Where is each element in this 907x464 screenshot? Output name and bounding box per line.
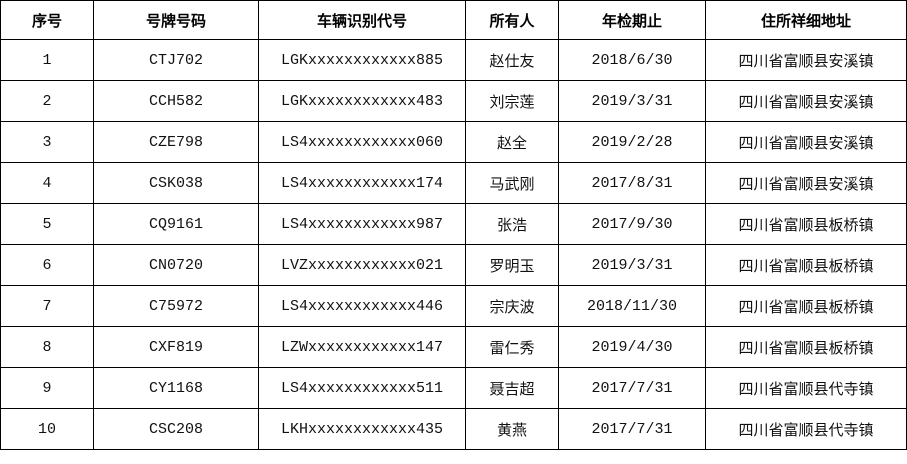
cell-address: 四川省富顺县板桥镇 [705,285,907,327]
table-header-row: 序号 号牌号码 车辆识别代号 所有人 年检期止 住所祥细地址 [0,0,907,40]
cell-inspection-date: 2018/11/30 [558,285,706,327]
cell-address: 四川省富顺县安溪镇 [705,162,907,204]
table-row: 5 CQ9161 LS4xxxxxxxxxxxx987 张浩 2017/9/30… [0,203,907,245]
header-plate-number: 号牌号码 [93,0,259,40]
table-row: 1 CTJ702 LGKxxxxxxxxxxxx885 赵仕友 2018/6/3… [0,39,907,81]
cell-vin: LVZxxxxxxxxxxxx021 [258,244,466,286]
cell-owner: 张浩 [465,203,559,245]
table-row: 10 CSC208 LKHxxxxxxxxxxxx435 黄燕 2017/7/3… [0,408,907,450]
cell-address: 四川省富顺县板桥镇 [705,244,907,286]
cell-plate: CCH582 [93,80,259,122]
cell-inspection-date: 2019/3/31 [558,244,706,286]
cell-vin: LGKxxxxxxxxxxxx483 [258,80,466,122]
cell-owner: 刘宗莲 [465,80,559,122]
cell-inspection-date: 2017/7/31 [558,408,706,450]
table-row: 2 CCH582 LGKxxxxxxxxxxxx483 刘宗莲 2019/3/3… [0,80,907,122]
cell-owner: 黄燕 [465,408,559,450]
cell-vin: LS4xxxxxxxxxxxx987 [258,203,466,245]
cell-plate: CN0720 [93,244,259,286]
cell-seq: 5 [0,203,94,245]
cell-seq: 8 [0,326,94,368]
header-vin: 车辆识别代号 [258,0,466,40]
cell-seq: 4 [0,162,94,204]
cell-plate: CXF819 [93,326,259,368]
cell-address: 四川省富顺县代寺镇 [705,408,907,450]
cell-owner: 马武刚 [465,162,559,204]
cell-vin: LS4xxxxxxxxxxxx511 [258,367,466,409]
cell-seq: 2 [0,80,94,122]
cell-vin: LS4xxxxxxxxxxxx060 [258,121,466,163]
cell-plate: CZE798 [93,121,259,163]
cell-seq: 9 [0,367,94,409]
cell-plate: CQ9161 [93,203,259,245]
table-row: 8 CXF819 LZWxxxxxxxxxxxx147 雷仁秀 2019/4/3… [0,326,907,368]
cell-address: 四川省富顺县安溪镇 [705,39,907,81]
header-seq: 序号 [0,0,94,40]
cell-plate: CSC208 [93,408,259,450]
cell-inspection-date: 2017/9/30 [558,203,706,245]
cell-vin: LZWxxxxxxxxxxxx147 [258,326,466,368]
cell-inspection-date: 2019/3/31 [558,80,706,122]
cell-seq: 6 [0,244,94,286]
cell-address: 四川省富顺县安溪镇 [705,121,907,163]
cell-inspection-date: 2017/7/31 [558,367,706,409]
cell-owner: 罗明玉 [465,244,559,286]
cell-owner: 聂吉超 [465,367,559,409]
table-row: 4 CSK038 LS4xxxxxxxxxxxx174 马武刚 2017/8/3… [0,162,907,204]
table-row: 3 CZE798 LS4xxxxxxxxxxxx060 赵全 2019/2/28… [0,121,907,163]
cell-inspection-date: 2019/2/28 [558,121,706,163]
cell-vin: LGKxxxxxxxxxxxx885 [258,39,466,81]
cell-plate: C75972 [93,285,259,327]
cell-address: 四川省富顺县板桥镇 [705,326,907,368]
cell-seq: 1 [0,39,94,81]
cell-address: 四川省富顺县安溪镇 [705,80,907,122]
cell-vin: LS4xxxxxxxxxxxx174 [258,162,466,204]
cell-plate: CY1168 [93,367,259,409]
cell-plate: CSK038 [93,162,259,204]
table-row: 7 C75972 LS4xxxxxxxxxxxx446 宗庆波 2018/11/… [0,285,907,327]
cell-owner: 宗庆波 [465,285,559,327]
cell-seq: 3 [0,121,94,163]
cell-owner: 雷仁秀 [465,326,559,368]
cell-vin: LS4xxxxxxxxxxxx446 [258,285,466,327]
vehicle-registration-table: 序号 号牌号码 车辆识别代号 所有人 年检期止 住所祥细地址 1 CTJ702 … [0,0,907,450]
header-inspection-expiry: 年检期止 [558,0,706,40]
cell-inspection-date: 2019/4/30 [558,326,706,368]
cell-inspection-date: 2018/6/30 [558,39,706,81]
cell-inspection-date: 2017/8/31 [558,162,706,204]
cell-owner: 赵全 [465,121,559,163]
table-row: 9 CY1168 LS4xxxxxxxxxxxx511 聂吉超 2017/7/3… [0,367,907,409]
header-address: 住所祥细地址 [705,0,907,40]
cell-address: 四川省富顺县板桥镇 [705,203,907,245]
cell-address: 四川省富顺县代寺镇 [705,367,907,409]
cell-owner: 赵仕友 [465,39,559,81]
header-owner: 所有人 [465,0,559,40]
table-row: 6 CN0720 LVZxxxxxxxxxxxx021 罗明玉 2019/3/3… [0,244,907,286]
cell-vin: LKHxxxxxxxxxxxx435 [258,408,466,450]
cell-seq: 7 [0,285,94,327]
cell-seq: 10 [0,408,94,450]
cell-plate: CTJ702 [93,39,259,81]
